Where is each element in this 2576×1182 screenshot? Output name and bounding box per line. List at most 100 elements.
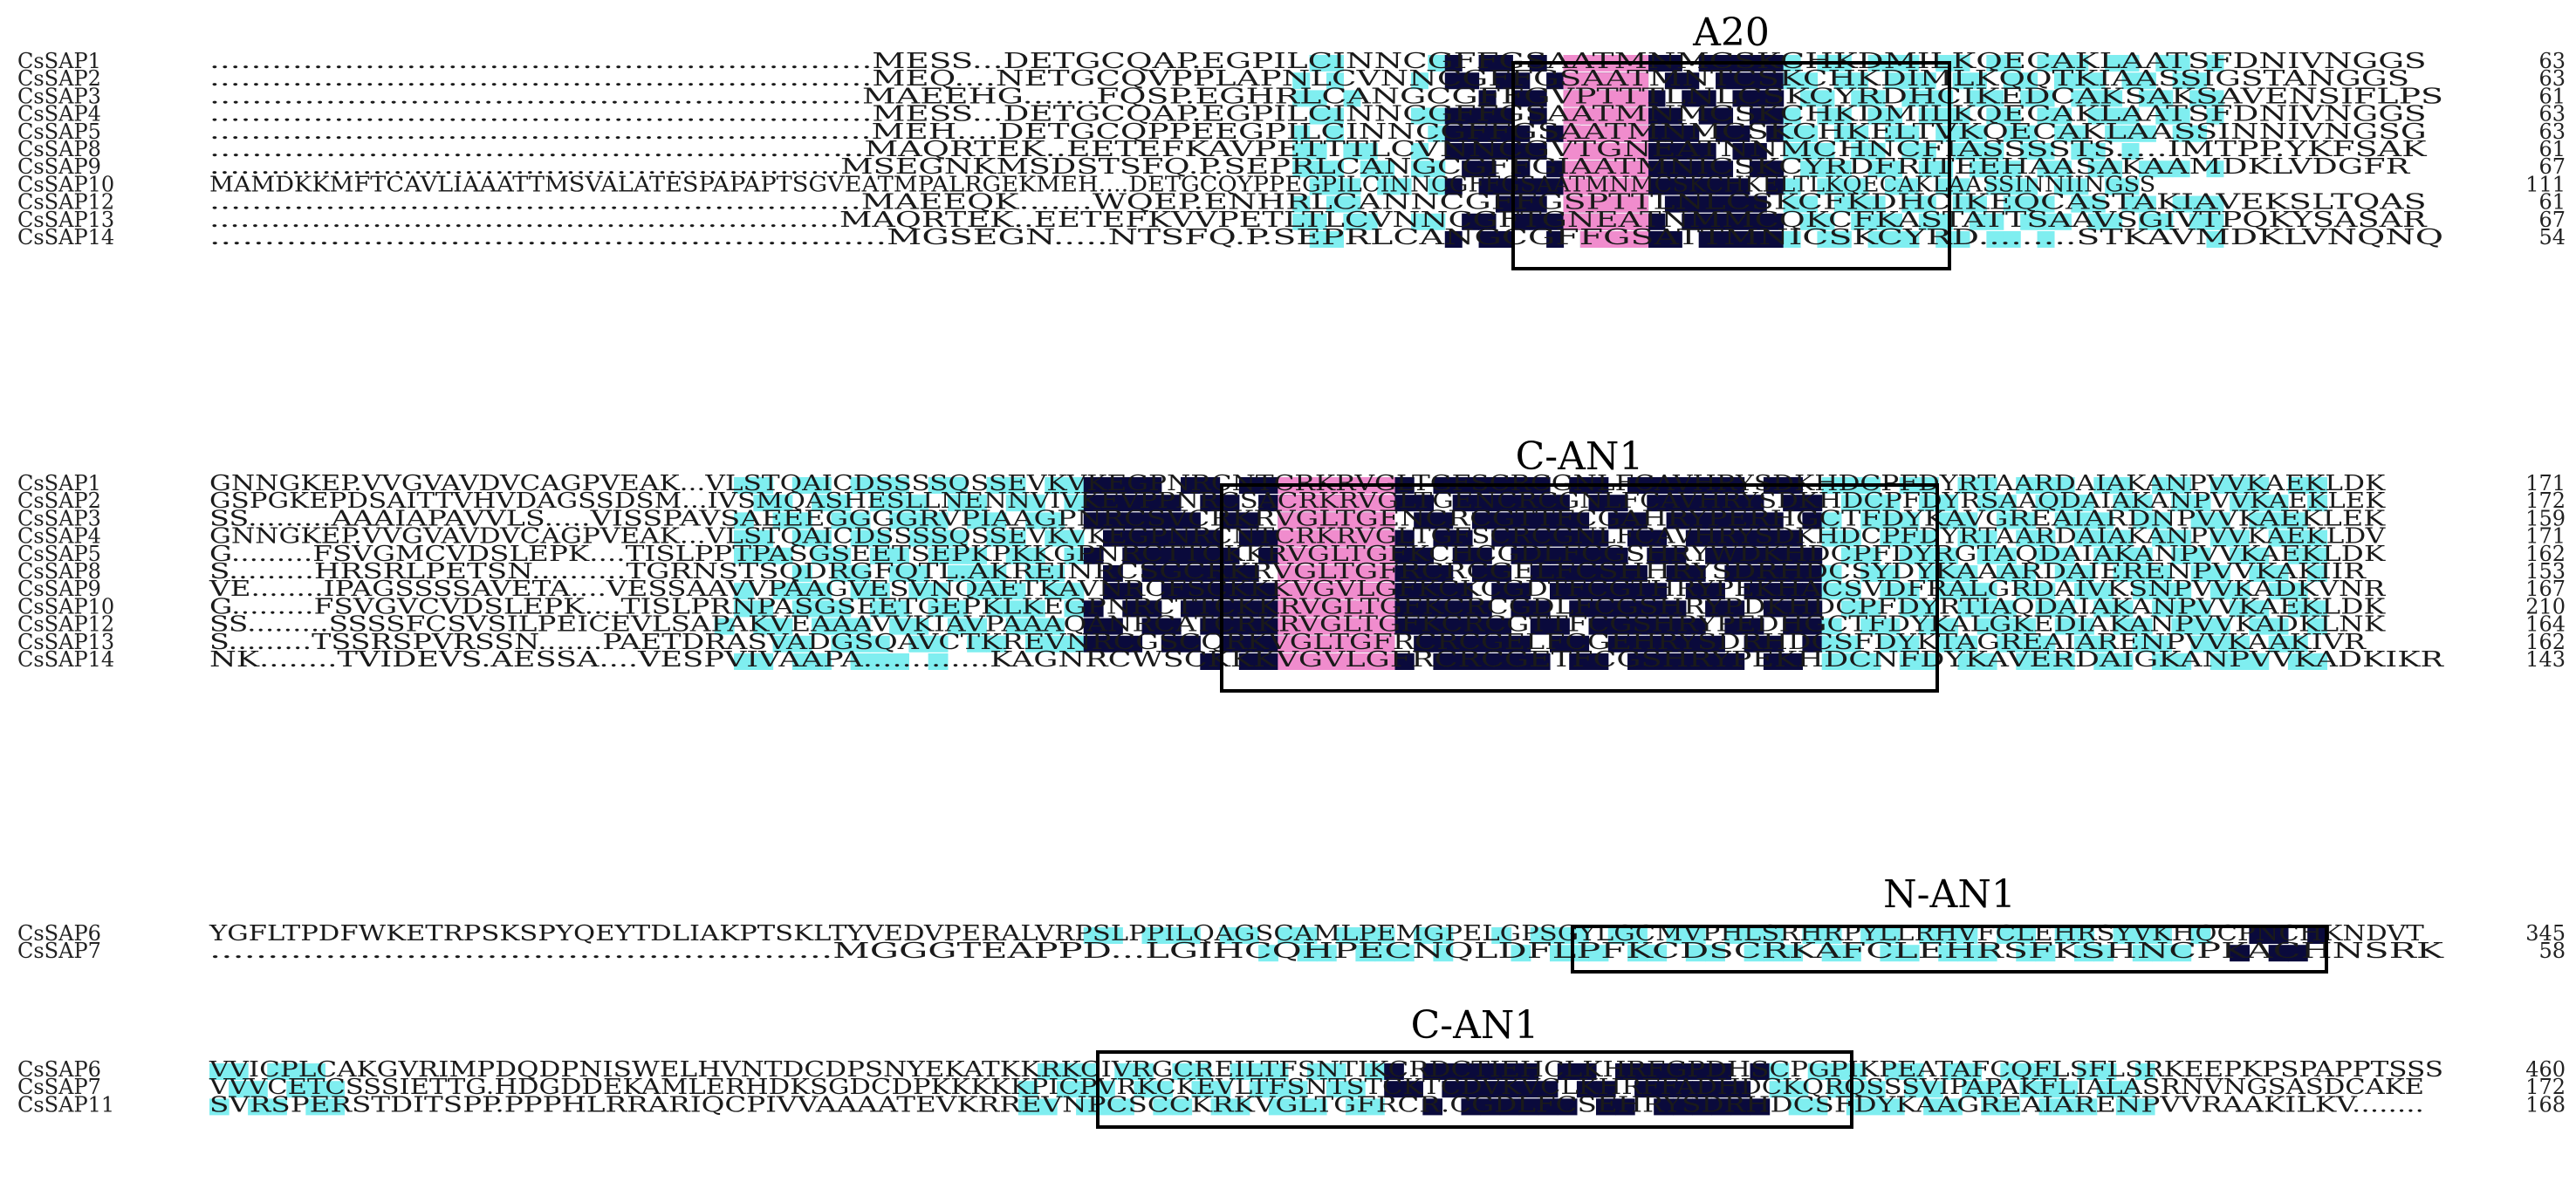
sequence-residues: S.........HRSRLPETSN..........TGRNSTSQDR…	[209, 559, 2367, 584]
residue-shade	[1692, 1081, 1712, 1098]
residue-shade	[1763, 600, 1784, 618]
residue-shade	[1297, 530, 1318, 547]
residue-shade	[1258, 495, 1278, 512]
residue-shade	[1588, 495, 1609, 512]
sequence-name: CsSAP1	[17, 471, 101, 495]
residue-shade	[1802, 635, 1823, 652]
residue-shade	[1613, 107, 1632, 125]
residue-shade	[1461, 1081, 1482, 1098]
residue-shade	[1103, 512, 1123, 530]
residue-shade	[2268, 945, 2289, 962]
residue-shade	[1705, 653, 1725, 670]
residue-shade	[1024, 600, 1045, 618]
residue-shade	[2190, 600, 2211, 618]
residue-shade	[1744, 530, 1764, 547]
residue-shade	[2307, 600, 2328, 618]
residue-shade	[1452, 495, 1473, 512]
residue-shade	[1083, 495, 1104, 512]
residue-shade	[1444, 55, 1463, 72]
residue-shade	[1957, 653, 1978, 670]
residue-shade	[1885, 107, 1902, 125]
residue-shade	[2121, 55, 2140, 72]
residue-shade	[1326, 125, 1344, 142]
residue-shade	[1336, 565, 1356, 582]
residue-shade	[1597, 107, 1615, 125]
residue-shade	[791, 565, 812, 582]
residue-shade	[1410, 107, 1428, 125]
residue-shade	[1538, 1081, 1559, 1098]
residue-shade	[1326, 178, 1344, 195]
residue-shade	[2054, 512, 2075, 530]
residue-shade	[2171, 547, 2192, 564]
residue-shade	[1433, 635, 1454, 652]
residue-shade	[1471, 653, 1492, 670]
sequence-position: 172	[2525, 489, 2566, 513]
residue-shade	[1732, 231, 1750, 248]
residue-shade	[1452, 530, 1473, 547]
residue-shade	[1800, 195, 1819, 213]
residue-shade	[1763, 512, 1784, 530]
residue-shade	[2206, 231, 2224, 248]
sequence-row: CsSAP12 SS.........SSSSFCSVSILPEICEVLSAPA…	[17, 612, 2566, 637]
residue-shade	[1336, 530, 1356, 547]
residue-shade	[2016, 927, 2037, 944]
residue-shade	[908, 512, 929, 530]
sequence-residues: SS.........SSSSFCSVSILPEICEVLSAPAKVEAAAV…	[209, 612, 2387, 637]
residue-shade	[967, 583, 988, 600]
residue-shade	[1918, 547, 1939, 564]
residue-shade	[1297, 927, 1318, 944]
residue-shade	[1673, 1081, 1693, 1098]
residue-shade	[1316, 653, 1337, 670]
residue-shade	[2071, 90, 2089, 107]
residue-shade	[1969, 213, 1987, 230]
residue-shade	[2093, 547, 2114, 564]
residue-shade	[1880, 565, 1901, 582]
residue-shade	[889, 477, 909, 494]
sequence-row: CsSAP7..................................…	[17, 939, 2566, 963]
residue-shade	[1403, 1081, 1423, 1098]
residue-shade	[1627, 635, 1648, 652]
residue-shade	[1491, 530, 1512, 547]
residue-shade	[1749, 161, 1767, 178]
residue-shade	[1969, 72, 1987, 90]
residue-shade	[1763, 565, 1784, 582]
residue-shade	[1200, 495, 1221, 512]
residue-shade	[2121, 107, 2140, 125]
residue-shade	[1840, 583, 1861, 600]
residue-shade	[1783, 72, 1801, 90]
residue-shade	[850, 565, 871, 582]
residue-shade	[2155, 55, 2174, 72]
residue-shade	[2035, 530, 2056, 547]
residue-shade	[1258, 600, 1278, 618]
residue-shade	[1024, 618, 1045, 635]
residue-shade	[1219, 547, 1240, 564]
residue-shade	[1045, 565, 1065, 582]
residue-shade	[1076, 1081, 1096, 1098]
residue-shade	[1161, 495, 1182, 512]
residue-shade	[1292, 195, 1311, 213]
residue-shade	[1682, 195, 1700, 213]
residue-shade	[1899, 583, 1920, 600]
residue-shade	[1278, 530, 1298, 547]
residue-shade	[1103, 530, 1123, 547]
residue-shade	[1550, 635, 1570, 652]
residue-shade	[2020, 195, 2038, 213]
residue-shade	[1181, 547, 1201, 564]
residue-shade	[1800, 90, 1819, 107]
residue-shade	[2249, 512, 2270, 530]
residue-shade	[831, 618, 852, 635]
residue-shade	[1238, 512, 1259, 530]
residue-shade	[1083, 512, 1104, 530]
residue-shade	[2206, 195, 2224, 213]
alignment-block-4: CsSAP6 VVICPLCAKGVRIMPDQDPNISWELHVNTDCDPS…	[17, 1057, 2566, 1117]
residue-shade	[2307, 618, 2328, 635]
residue-shade	[1647, 547, 1668, 564]
residue-shade	[1666, 635, 1687, 652]
residue-shade	[1783, 495, 1803, 512]
sequence-position: 54	[2538, 225, 2566, 249]
residue-shade	[2113, 495, 2134, 512]
residue-shade	[2054, 618, 2075, 635]
residue-shade	[1952, 231, 1970, 248]
residue-shade	[1238, 927, 1259, 944]
residue-shade	[2171, 530, 2192, 547]
